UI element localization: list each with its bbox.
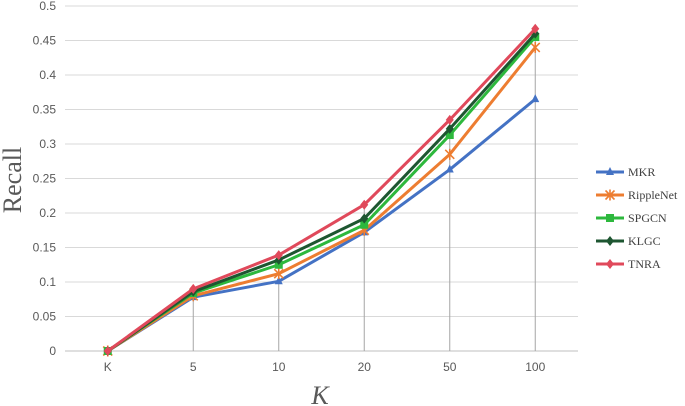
- data-point-ripplenet: [530, 41, 541, 53]
- legend-label-klgc: KLGC: [628, 234, 661, 248]
- data-point-spgcn: [445, 131, 454, 140]
- data-point-tnra: [445, 114, 454, 125]
- legend-label-mkr: MKR: [628, 165, 655, 179]
- x-tick-label: 10: [272, 360, 286, 374]
- series-line-klgc: [106, 32, 537, 353]
- x-axis-ticks: K 5 10 20 50 100: [104, 360, 546, 374]
- data-point-spgcn: [360, 220, 369, 229]
- y-tick-label: 0.35: [33, 103, 57, 117]
- legend-label-spgcn: SPGCN: [628, 211, 667, 225]
- legend-item-mkr: MKR: [596, 165, 655, 179]
- y-axis-ticks: 0 0.05 0.1 0.15 0.2 0.25 0.3 0.35 0.4 0.45 0.5: [33, 0, 57, 358]
- data-point-mkr: [531, 94, 540, 103]
- legend-marker-klgc: [606, 236, 614, 246]
- x-tick-label: 100: [525, 360, 545, 374]
- data-point-mkr: [274, 276, 283, 285]
- x-tick-label: 50: [443, 360, 457, 374]
- y-tick-label: 0.5: [39, 0, 56, 13]
- y-tick-label: 0.1: [39, 275, 56, 289]
- y-axis-title: Recall: [0, 147, 27, 213]
- legend-item-spgcn: SPGCN: [596, 211, 667, 225]
- data-point-tnra: [274, 250, 283, 261]
- y-tick-label: 0.05: [33, 310, 57, 324]
- y-tick-label: 0.3: [39, 137, 56, 151]
- y-tick-label: 0: [49, 344, 56, 358]
- x-tick-label: 20: [358, 360, 372, 374]
- legend-marker-ripplenet: [604, 189, 616, 201]
- y-tick-label: 0.25: [33, 172, 57, 186]
- legend-item-tnra: TNRA: [596, 257, 661, 271]
- data-point-ripplenet: [273, 268, 284, 280]
- legend-marker-spgcn: [606, 214, 614, 222]
- data-point-klgc: [360, 213, 369, 224]
- drop-lines: [192, 28, 536, 351]
- gridlines: [65, 5, 578, 352]
- legend-marker-mkr: [606, 167, 614, 175]
- x-tick-label: 5: [190, 360, 197, 374]
- data-point-tnra: [189, 283, 198, 294]
- legend-label-tnra: TNRA: [628, 257, 661, 271]
- data-point-tnra: [360, 199, 369, 210]
- data-point-mkr: [445, 164, 454, 173]
- x-axis-title: K: [310, 381, 330, 406]
- legend-item-klgc: KLGC: [596, 234, 661, 248]
- series-line-ripplenet: [106, 46, 537, 353]
- y-tick-label: 0.45: [33, 34, 57, 48]
- series-line-tnra: [106, 27, 537, 353]
- data-point-ripplenet: [444, 148, 455, 160]
- y-tick-label: 0.15: [33, 241, 57, 255]
- data-point-tnra: [103, 346, 112, 356]
- legend-label-ripplenet: RippleNet: [628, 188, 678, 202]
- legend-item-ripplenet: RippleNet: [596, 188, 678, 202]
- series-lines: [102, 23, 541, 357]
- y-tick-label: 0.4: [39, 68, 56, 82]
- y-tick-label: 0.2: [39, 206, 56, 220]
- data-point-tnra: [531, 23, 540, 34]
- series-line-mkr: [106, 97, 537, 353]
- legend-marker-tnra: [606, 259, 614, 269]
- data-point-klgc: [445, 123, 454, 134]
- legend: MKR RippleNet SPGCN KLGC TNRA: [596, 165, 678, 271]
- x-tick-label: K: [104, 360, 112, 374]
